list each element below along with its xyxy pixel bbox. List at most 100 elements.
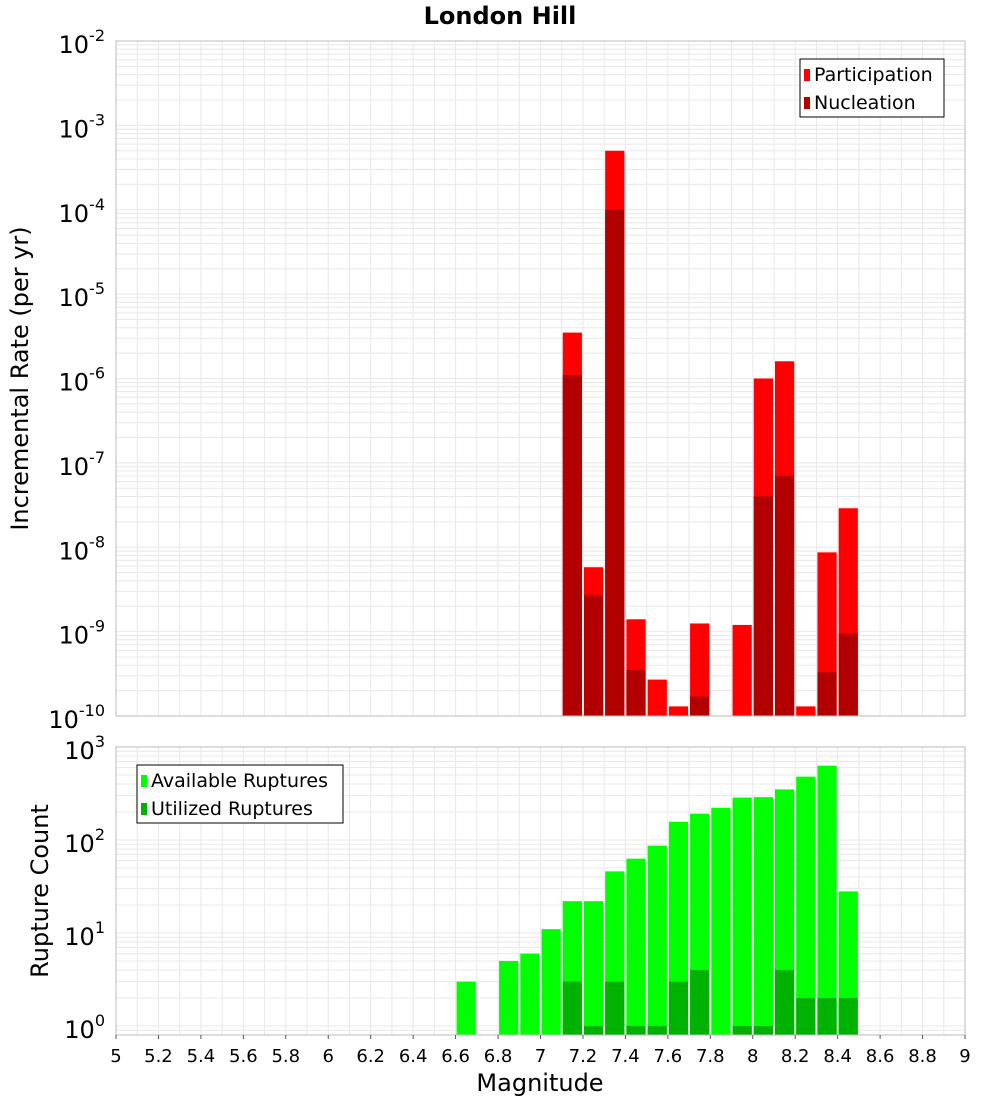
- y-tick-exponent: -2: [89, 26, 105, 45]
- y-tick-label: 100: [64, 1011, 105, 1044]
- bar-available-ruptures: [732, 797, 752, 1035]
- x-tick-label: 7.8: [696, 1046, 725, 1067]
- bar-nucleation: [583, 595, 604, 716]
- y-tick-label: 10-6: [59, 364, 106, 397]
- x-tick-label: 8: [747, 1046, 758, 1067]
- bar-utilized-ruptures: [774, 969, 795, 1035]
- bar-participation: [732, 624, 752, 716]
- x-tick-label: 8.8: [908, 1046, 937, 1067]
- y-tick-label: 10-2: [59, 26, 106, 59]
- x-tick-label: 6: [323, 1046, 334, 1067]
- bar-nucleation: [774, 475, 795, 716]
- y-tick-base: 10: [48, 706, 79, 734]
- bar-nucleation: [838, 633, 858, 716]
- legend-swatch: [804, 69, 810, 81]
- y-tick-label: 10-5: [59, 279, 106, 312]
- bar-nucleation: [562, 375, 582, 716]
- legend-box: [136, 764, 344, 824]
- x-tick-label: 5: [110, 1046, 121, 1067]
- bar-available-ruptures: [499, 960, 519, 1035]
- y-tick-exponent: -8: [89, 532, 105, 551]
- bar-participation: [647, 679, 667, 716]
- bar-utilized-ruptures: [647, 1025, 667, 1035]
- y-tick-exponent: -7: [89, 448, 105, 467]
- bar-nucleation: [753, 496, 773, 716]
- legend: Participation Nucleation: [799, 58, 945, 118]
- bar-utilized-ruptures: [796, 997, 816, 1035]
- x-axis: 5 5.2 5.4 5.6 5.8 6 6.2 6.4 6.6 6.8 7 7.2 7.4 7.6 7.8 8…: [110, 1035, 971, 1067]
- y-tick-label: 102: [64, 825, 105, 858]
- bar-nucleation: [817, 672, 837, 716]
- bar-utilized-ruptures: [668, 981, 689, 1035]
- bar-utilized-ruptures: [838, 997, 858, 1035]
- y-tick-base: 10: [64, 923, 95, 951]
- x-tick-label: 5.2: [144, 1046, 173, 1067]
- y-tick-base: 10: [59, 284, 90, 312]
- y-tick-base: 10: [59, 369, 90, 397]
- y-tick-base: 10: [64, 1016, 95, 1044]
- y-tick-exponent: 2: [95, 825, 105, 844]
- bar-utilized-ruptures: [605, 981, 625, 1035]
- y-tick-exponent: 3: [95, 732, 105, 751]
- bar-utilized-ruptures: [753, 1025, 773, 1035]
- legend: Available Ruptures Utilized Ruptures: [136, 764, 344, 824]
- y-tick-exponent: -10: [79, 701, 105, 720]
- y-tick-exponent: 0: [95, 1011, 105, 1030]
- y-tick-base: 10: [59, 537, 90, 565]
- x-tick-label: 5.4: [187, 1046, 216, 1067]
- legend-swatch: [141, 803, 147, 815]
- y-tick-exponent: -5: [89, 279, 105, 298]
- legend-swatch: [141, 775, 147, 787]
- y-axis-label: Incremental Rate (per yr): [6, 226, 34, 530]
- legend-swatch: [804, 97, 810, 109]
- bar-utilized-ruptures: [626, 1025, 646, 1035]
- y-tick-label: 10-4: [59, 195, 106, 228]
- rate-panel: 10-210-310-410-510-610-710-810-910-10Inc…: [6, 26, 966, 734]
- y-tick-base: 10: [59, 622, 90, 650]
- x-tick-label: 7: [535, 1046, 546, 1067]
- bar-nucleation: [626, 670, 646, 716]
- legend-label-nucleation: Nucleation: [814, 92, 916, 114]
- bar-utilized-ruptures: [690, 969, 710, 1035]
- plot-frame: [115, 40, 966, 717]
- y-tick-exponent: -6: [89, 364, 105, 383]
- bar-available-ruptures: [753, 797, 773, 1035]
- y-tick-base: 10: [64, 737, 95, 765]
- y-tick-label: 103: [64, 732, 105, 765]
- y-tick-exponent: -3: [89, 110, 105, 129]
- y-tick-base: 10: [59, 31, 90, 59]
- bar-participation: [796, 706, 816, 716]
- x-tick-label: 6.4: [399, 1046, 428, 1067]
- y-tick-label: 10-10: [48, 701, 105, 734]
- bar-available-ruptures: [796, 776, 816, 1035]
- y-tick-label: 10-7: [59, 448, 106, 481]
- bar-available-ruptures: [817, 765, 837, 1035]
- x-tick-label: 7.2: [569, 1046, 598, 1067]
- bar-utilized-ruptures: [583, 1025, 604, 1035]
- x-axis-label: Magnitude: [476, 1069, 603, 1097]
- y-tick-base: 10: [59, 453, 90, 481]
- legend-label-available-ruptures: Available Ruptures: [151, 770, 328, 792]
- y-tick-label: 10-9: [59, 617, 106, 650]
- bar-available-ruptures: [456, 981, 476, 1035]
- x-tick-label: 8.2: [781, 1046, 810, 1067]
- series-utilized-ruptures: [562, 969, 858, 1035]
- y-tick-exponent: 1: [95, 918, 105, 937]
- x-tick-label: 5.6: [229, 1046, 258, 1067]
- x-tick-label: 6.6: [441, 1046, 470, 1067]
- x-tick-label: 8.4: [823, 1046, 852, 1067]
- bar-available-ruptures: [541, 929, 561, 1035]
- series-nucleation: [562, 209, 858, 716]
- y-tick-base: 10: [64, 830, 95, 858]
- chart-title: London Hill: [424, 2, 577, 30]
- bar-nucleation: [605, 209, 625, 716]
- legend-label-utilized-ruptures: Utilized Ruptures: [151, 798, 313, 820]
- y-axis-label: Rupture Count: [26, 804, 54, 978]
- grid: [115, 40, 966, 717]
- bar-available-ruptures: [626, 858, 646, 1035]
- bar-participation: [668, 706, 689, 716]
- bar-nucleation: [690, 696, 710, 716]
- x-tick-label: 7.4: [611, 1046, 640, 1067]
